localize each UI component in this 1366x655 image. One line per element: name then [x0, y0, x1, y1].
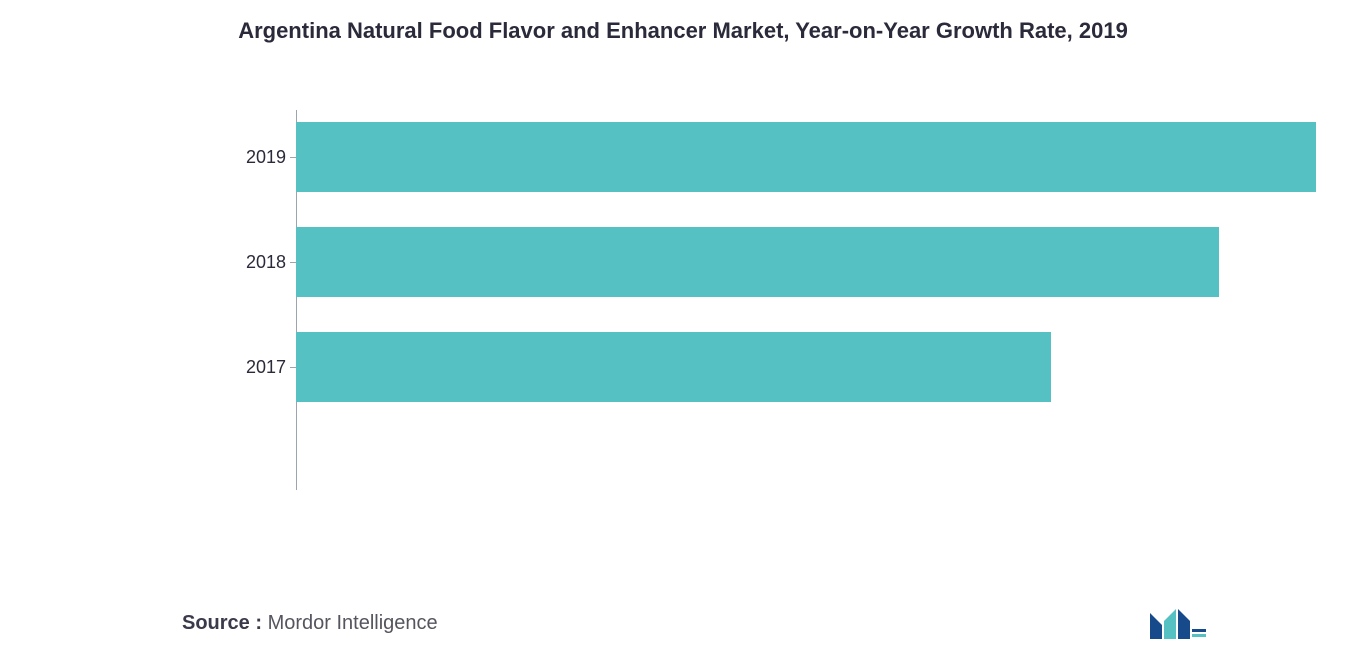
bar-row-2019 — [296, 122, 1316, 192]
category-label-2017: 2017 — [236, 357, 286, 378]
bar-row-2018 — [296, 227, 1316, 297]
category-label-2018: 2018 — [236, 252, 286, 273]
source-text: Mordor Intelligence — [262, 612, 438, 634]
mordor-logo-icon — [1148, 607, 1208, 639]
y-axis-labels: 2019 2018 2017 — [236, 110, 286, 490]
bar-row-2017 — [296, 332, 1316, 402]
chart-container: Argentina Natural Food Flavor and Enhanc… — [0, 0, 1366, 655]
plot-area — [296, 110, 1316, 490]
source-line: Source : Mordor Intelligence — [182, 612, 438, 635]
bar-2019 — [296, 122, 1316, 192]
chart-title: Argentina Natural Food Flavor and Enhanc… — [0, 0, 1366, 54]
bar-2018 — [296, 227, 1219, 297]
category-label-2019: 2019 — [236, 147, 286, 168]
bar-2017 — [296, 332, 1051, 402]
source-label: Source : — [182, 612, 262, 634]
